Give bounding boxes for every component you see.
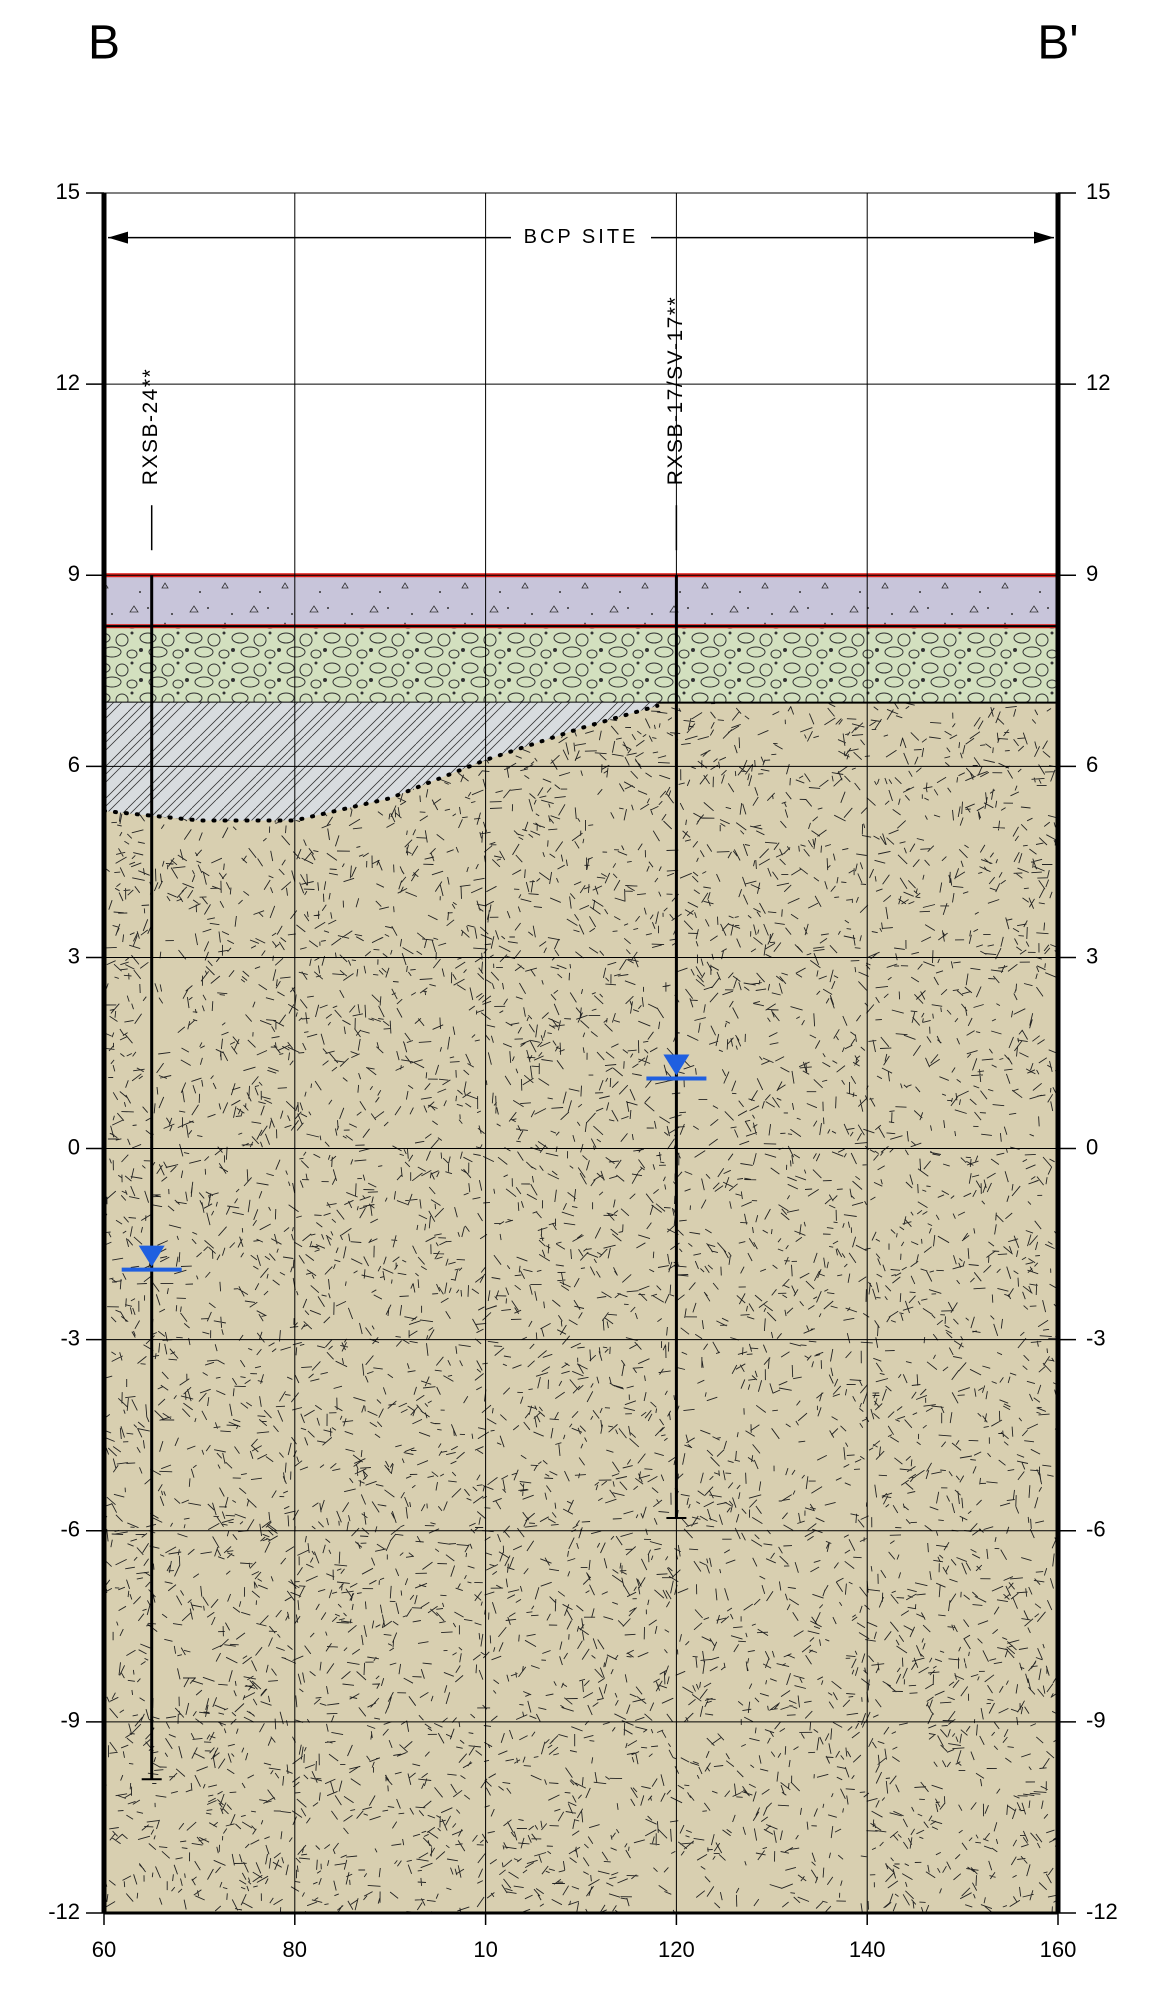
y-tick-label: 0 — [68, 1134, 80, 1159]
y-tick-label: 9 — [1086, 561, 1098, 586]
section-label: B' — [1037, 17, 1078, 70]
y-tick-label: 15 — [1086, 179, 1110, 204]
y-tick-label: 3 — [1086, 943, 1098, 968]
y-tick-label: 15 — [56, 179, 80, 204]
y-tick-label: -12 — [48, 1899, 80, 1924]
site-label: BCP SITE — [524, 226, 639, 248]
x-tick-label: 160 — [1040, 1937, 1077, 1962]
y-tick-label: -3 — [1086, 1325, 1106, 1350]
y-tick-label: -3 — [60, 1325, 80, 1350]
x-tick-label: 120 — [658, 1937, 695, 1962]
cross-section: B B' 15 15 12 12 9 9 6 6 3 3 0 0 -3 -3 -6 -6 -9 -9 -12 -12 6… — [0, 0, 1175, 1989]
y-tick-label: -12 — [1086, 1899, 1118, 1924]
x-tick-label: 60 — [92, 1937, 116, 1962]
y-tick-label: -9 — [60, 1708, 80, 1733]
layer-pattern — [104, 626, 1058, 702]
y-tick-label: 6 — [68, 752, 80, 777]
y-tick-label: 12 — [1086, 370, 1110, 395]
y-tick-label: 9 — [68, 561, 80, 586]
x-tick-label: 140 — [849, 1937, 886, 1962]
y-tick-label: -6 — [1086, 1517, 1106, 1542]
y-tick-label: 12 — [56, 370, 80, 395]
boring-label: RXSB-24** — [139, 368, 162, 485]
y-tick-label: 6 — [1086, 752, 1098, 777]
boring-label: RXSB-17/SV-17** — [664, 296, 687, 485]
section-label: B — [88, 17, 120, 70]
layer-pattern — [104, 575, 1058, 626]
y-tick-label: 3 — [68, 943, 80, 968]
y-tick-label: -6 — [60, 1517, 80, 1542]
y-tick-label: 0 — [1086, 1134, 1098, 1159]
x-tick-label: 80 — [283, 1937, 307, 1962]
y-tick-label: -9 — [1086, 1708, 1106, 1733]
x-tick-label: 10 — [473, 1937, 497, 1962]
